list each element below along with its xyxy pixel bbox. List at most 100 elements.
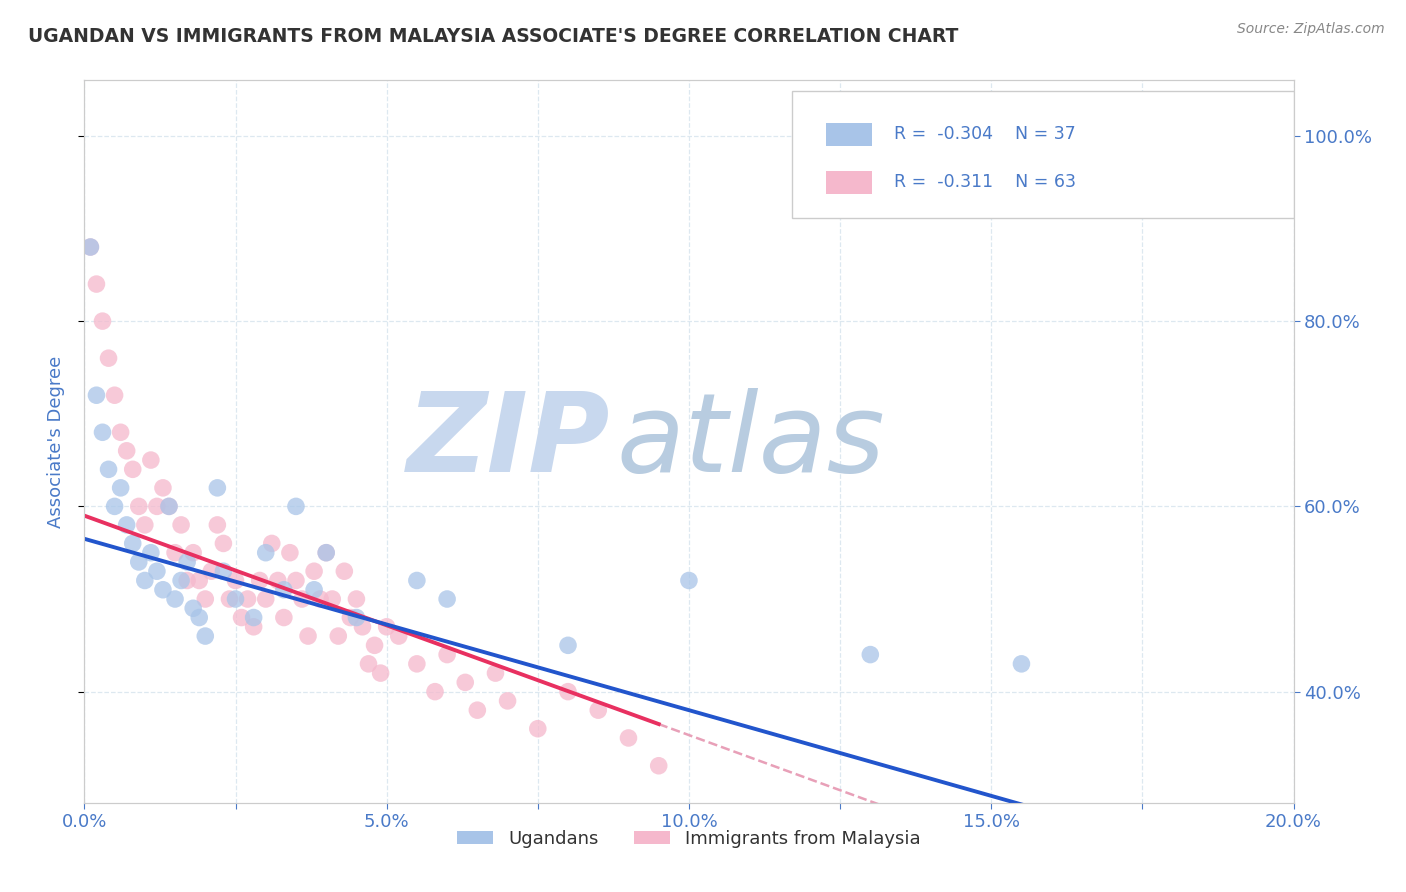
Point bbox=[176, 574, 198, 588]
Text: UGANDAN VS IMMIGRANTS FROM MALAYSIA ASSOCIATE'S DEGREE CORRELATION CHART: UGANDAN VS IMMIGRANTS FROM MALAYSIA ASSO… bbox=[28, 27, 959, 45]
Point bbox=[273, 582, 295, 597]
Point bbox=[212, 564, 235, 578]
Point bbox=[328, 629, 350, 643]
Text: R =  -0.304    N = 37: R = -0.304 N = 37 bbox=[894, 125, 1076, 143]
Point bbox=[260, 536, 283, 550]
Point bbox=[207, 517, 229, 532]
Point bbox=[242, 620, 264, 634]
Text: R =  -0.311    N = 63: R = -0.311 N = 63 bbox=[894, 173, 1077, 191]
Point bbox=[181, 601, 204, 615]
Point bbox=[321, 592, 343, 607]
Point bbox=[297, 629, 319, 643]
Point bbox=[146, 564, 169, 578]
Point bbox=[194, 592, 217, 607]
Point bbox=[648, 758, 671, 772]
Point bbox=[176, 555, 198, 569]
Point bbox=[357, 657, 380, 671]
Y-axis label: Associate's Degree: Associate's Degree bbox=[46, 355, 65, 528]
Point bbox=[315, 546, 337, 560]
Point bbox=[231, 610, 253, 624]
Legend: Ugandans, Immigrants from Malaysia: Ugandans, Immigrants from Malaysia bbox=[450, 822, 928, 855]
Point bbox=[1253, 870, 1275, 884]
Point bbox=[91, 425, 114, 440]
Point bbox=[236, 592, 259, 607]
Point bbox=[242, 610, 264, 624]
Point bbox=[194, 629, 217, 643]
Point bbox=[134, 574, 156, 588]
Point bbox=[104, 388, 127, 402]
Point bbox=[115, 517, 138, 532]
Point bbox=[139, 453, 162, 467]
Point bbox=[139, 546, 162, 560]
Point bbox=[165, 592, 187, 607]
Point bbox=[152, 481, 174, 495]
Text: Source: ZipAtlas.com: Source: ZipAtlas.com bbox=[1237, 22, 1385, 37]
Point bbox=[79, 240, 101, 254]
Point bbox=[104, 500, 127, 514]
Point bbox=[86, 277, 108, 291]
Point bbox=[678, 574, 700, 588]
Point bbox=[339, 610, 361, 624]
Point bbox=[1011, 657, 1033, 671]
Point bbox=[278, 546, 301, 560]
Point bbox=[346, 592, 368, 607]
Point bbox=[302, 564, 325, 578]
Point bbox=[254, 592, 277, 607]
Point bbox=[527, 722, 550, 736]
Point bbox=[285, 574, 308, 588]
Point bbox=[352, 620, 374, 634]
Point bbox=[128, 500, 150, 514]
Point bbox=[128, 555, 150, 569]
Point bbox=[309, 592, 332, 607]
Point bbox=[110, 481, 132, 495]
Point bbox=[121, 462, 143, 476]
Point bbox=[170, 517, 193, 532]
Point bbox=[557, 684, 579, 698]
Point bbox=[302, 582, 325, 597]
Point bbox=[423, 684, 446, 698]
Point bbox=[157, 500, 180, 514]
Point bbox=[484, 666, 506, 681]
Point bbox=[146, 500, 169, 514]
Point bbox=[91, 314, 114, 328]
Point bbox=[267, 574, 290, 588]
Point bbox=[333, 564, 356, 578]
Text: ZIP: ZIP bbox=[406, 388, 610, 495]
Point bbox=[157, 500, 180, 514]
Point bbox=[97, 351, 120, 366]
Point bbox=[97, 462, 120, 476]
Point bbox=[557, 638, 579, 652]
Text: atlas: atlas bbox=[616, 388, 884, 495]
Point bbox=[207, 481, 229, 495]
Point bbox=[375, 620, 398, 634]
Point bbox=[254, 546, 277, 560]
Point bbox=[291, 592, 314, 607]
Point bbox=[212, 536, 235, 550]
Point bbox=[467, 703, 489, 717]
Point bbox=[388, 629, 411, 643]
FancyBboxPatch shape bbox=[825, 171, 872, 194]
Point bbox=[315, 546, 337, 560]
FancyBboxPatch shape bbox=[825, 123, 872, 146]
Point bbox=[406, 574, 429, 588]
Point bbox=[86, 388, 108, 402]
Point bbox=[181, 546, 204, 560]
Point bbox=[188, 610, 211, 624]
Point bbox=[588, 703, 610, 717]
Point bbox=[436, 592, 458, 607]
Point bbox=[188, 574, 211, 588]
Point bbox=[152, 582, 174, 597]
Point bbox=[134, 517, 156, 532]
Point bbox=[200, 564, 222, 578]
Point bbox=[496, 694, 519, 708]
Point bbox=[218, 592, 240, 607]
Point bbox=[617, 731, 640, 745]
Point bbox=[165, 546, 187, 560]
Point bbox=[225, 574, 247, 588]
Point bbox=[436, 648, 458, 662]
Point bbox=[859, 648, 882, 662]
Point bbox=[110, 425, 132, 440]
Point bbox=[273, 610, 295, 624]
Point bbox=[363, 638, 385, 652]
Point bbox=[79, 240, 101, 254]
